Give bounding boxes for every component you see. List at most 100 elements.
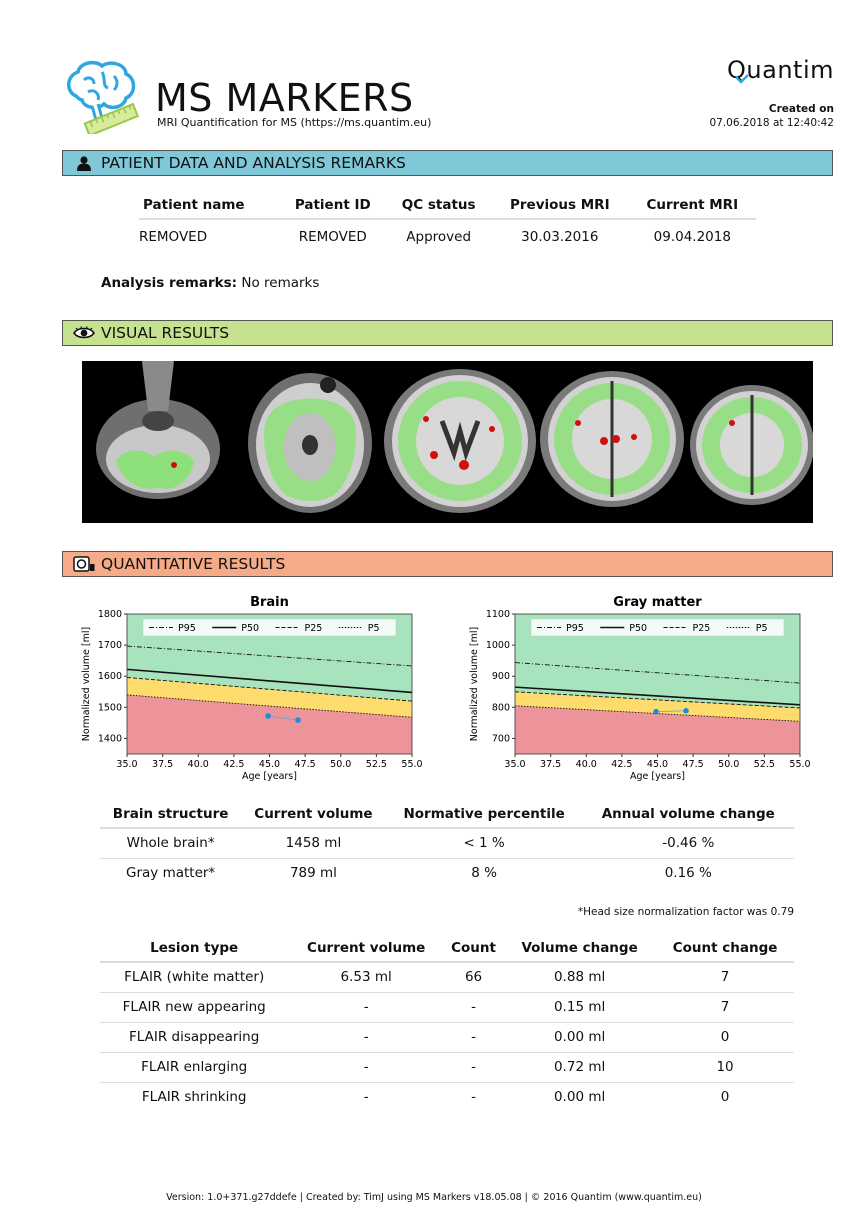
legend-label: P95 bbox=[566, 623, 584, 634]
section-title: QUANTITATIVE RESULTS bbox=[101, 555, 286, 573]
normalization-footnote: *Head size normalization factor was 0.79 bbox=[577, 906, 794, 918]
section-visual-header: VISUAL RESULTS bbox=[62, 320, 833, 346]
x-tick-label: 50.0 bbox=[330, 759, 351, 770]
mri-slice bbox=[540, 371, 684, 507]
x-tick-label: 52.5 bbox=[754, 759, 775, 770]
patient-trend-line bbox=[656, 710, 687, 713]
legend-box bbox=[530, 618, 785, 637]
y-tick-label: 1800 bbox=[98, 609, 122, 620]
x-axis-label: Age [years] bbox=[630, 771, 685, 782]
table-header: Previous MRI bbox=[490, 191, 629, 220]
table-row: FLAIR new appearing - - 0.15 ml 7 bbox=[100, 992, 794, 1023]
mri-slice bbox=[96, 361, 220, 499]
table-row: Whole brain* 1458 ml < 1 % -0.46 % bbox=[100, 828, 794, 859]
x-tick-label: 40.0 bbox=[188, 759, 209, 770]
table-cell: 0.00 ml bbox=[553, 1089, 606, 1106]
brain-structure-table: Brain structure Current volume Normative… bbox=[100, 800, 794, 888]
y-tick-label: 700 bbox=[492, 733, 510, 744]
mri-slice bbox=[690, 385, 814, 505]
y-tick-label: 1700 bbox=[98, 640, 122, 651]
table-cell: 30.03.2016 bbox=[521, 228, 599, 245]
section-title: PATIENT DATA AND ANALYSIS REMARKS bbox=[101, 154, 406, 172]
table-cell: 09.04.2018 bbox=[653, 228, 731, 245]
table-header: Patient name bbox=[139, 191, 280, 220]
x-tick-label: 47.5 bbox=[295, 759, 316, 770]
x-tick-label: 45.0 bbox=[647, 759, 668, 770]
brain-chart-svg: 35.0 37.5 40.0 42.5 45.0 47.5 50.0 52.5 55.0 1400… bbox=[81, 595, 423, 782]
patient-table: Patient name Patient ID QC status Previo… bbox=[139, 191, 756, 253]
brand-logo: Quantim bbox=[727, 56, 834, 84]
table-row: FLAIR enlarging - - 0.72 ml 10 bbox=[100, 1052, 794, 1083]
legend-label: P95 bbox=[178, 623, 196, 634]
y-tick-label: 1500 bbox=[98, 702, 122, 713]
x-axis-label: Age [years] bbox=[242, 771, 297, 782]
eye-icon bbox=[71, 321, 97, 345]
series-line-p25 bbox=[514, 691, 801, 709]
analysis-remarks: Analysis remarks: No remarks bbox=[101, 275, 319, 291]
chart-title: Gray matter bbox=[613, 595, 702, 610]
scan-icon bbox=[71, 552, 97, 576]
patient-data-point bbox=[265, 713, 271, 719]
zone-red bbox=[127, 694, 412, 754]
lesion-table: Lesion type Current volume Count Volume … bbox=[100, 934, 794, 1112]
table-row: Gray matter* 789 ml 8 % 0.16 % bbox=[100, 858, 794, 888]
y-tick-label: 800 bbox=[492, 702, 510, 713]
gray-matter-volume-chart: 35.0 37.5 40.0 42.5 45.0 47.5 50.0 52.5 55.0 700 8… bbox=[438, 590, 818, 790]
brain-volume-chart: 35.0 37.5 40.0 42.5 45.0 47.5 50.0 52.5 55.0 1400… bbox=[50, 590, 430, 790]
series-line-p95 bbox=[514, 662, 801, 684]
x-tick-label: 47.5 bbox=[683, 759, 704, 770]
chart-legend: P95 P50 P25 P5 bbox=[142, 618, 397, 637]
legend-label: P25 bbox=[305, 623, 323, 634]
series-line-p50 bbox=[514, 686, 801, 706]
person-icon bbox=[71, 151, 97, 175]
table-header: Current MRI bbox=[628, 191, 756, 220]
table-cell: 10 bbox=[656, 1052, 794, 1083]
series-line-p5 bbox=[126, 694, 413, 718]
x-tick-label: 42.5 bbox=[611, 759, 632, 770]
patient-data-point bbox=[295, 717, 301, 723]
table-header: QC status bbox=[386, 191, 491, 220]
x-tick-label: 55.0 bbox=[789, 759, 810, 770]
x-tick-label: 35.0 bbox=[116, 759, 137, 770]
x-tick-label: 40.0 bbox=[576, 759, 597, 770]
x-tick-label: 50.0 bbox=[718, 759, 739, 770]
gray-matter-chart-svg: 35.0 37.5 40.0 42.5 45.0 47.5 50.0 52.5 55.0 700 8… bbox=[469, 595, 811, 782]
table-header: Brain structure bbox=[100, 800, 242, 829]
table-cell: Approved bbox=[406, 228, 472, 245]
table-cell: REMOVED bbox=[139, 228, 208, 245]
table-cell: 0.16 % bbox=[664, 865, 712, 882]
table-cell: FLAIR new appearing bbox=[100, 992, 289, 1023]
table-cell: 8 % bbox=[471, 865, 497, 882]
table-header: Volume change bbox=[503, 934, 657, 963]
table-cell: FLAIR shrinking bbox=[141, 1089, 247, 1106]
table-cell: - bbox=[288, 1052, 445, 1083]
table-header: Lesion type bbox=[100, 934, 289, 963]
table-cell: - bbox=[363, 1089, 369, 1106]
y-tick-label: 1000 bbox=[486, 640, 510, 651]
series-line-p95 bbox=[126, 645, 413, 667]
table-header: Annual volume change bbox=[582, 800, 794, 829]
created-label: Created on bbox=[768, 103, 834, 115]
table-cell: < 1 % bbox=[385, 828, 583, 859]
page-title: MS MARKERS bbox=[155, 76, 414, 120]
table-header: Current volume bbox=[241, 800, 386, 829]
y-axis-label: Normalized volume [ml] bbox=[81, 627, 92, 741]
y-tick-label: 1400 bbox=[98, 733, 122, 744]
chart-title: Brain bbox=[250, 595, 289, 610]
section-quantitative-header: QUANTITATIVE RESULTS bbox=[62, 551, 833, 577]
mri-slices-image bbox=[82, 361, 814, 523]
table-row: FLAIR disappearing - - 0.00 ml 0 bbox=[100, 1022, 794, 1053]
page-footer: Version: 1.0+371.g27ddefe | Created by: … bbox=[166, 1192, 702, 1203]
legend-label: P5 bbox=[368, 623, 380, 634]
x-tick-label: 45.0 bbox=[259, 759, 280, 770]
brain-ruler-logo-icon bbox=[62, 58, 140, 137]
remarks-label: Analysis remarks: bbox=[101, 275, 238, 291]
table-cell: REMOVED bbox=[298, 228, 367, 245]
x-tick-label: 35.0 bbox=[504, 759, 525, 770]
y-tick-label: 1100 bbox=[486, 609, 510, 620]
patient-trend-line bbox=[268, 715, 299, 721]
table-cell: 0.00 ml bbox=[503, 1022, 657, 1053]
series-line-p50 bbox=[126, 668, 413, 694]
table-header: Patient ID bbox=[279, 191, 387, 220]
table-header: Normative percentile bbox=[385, 800, 583, 829]
